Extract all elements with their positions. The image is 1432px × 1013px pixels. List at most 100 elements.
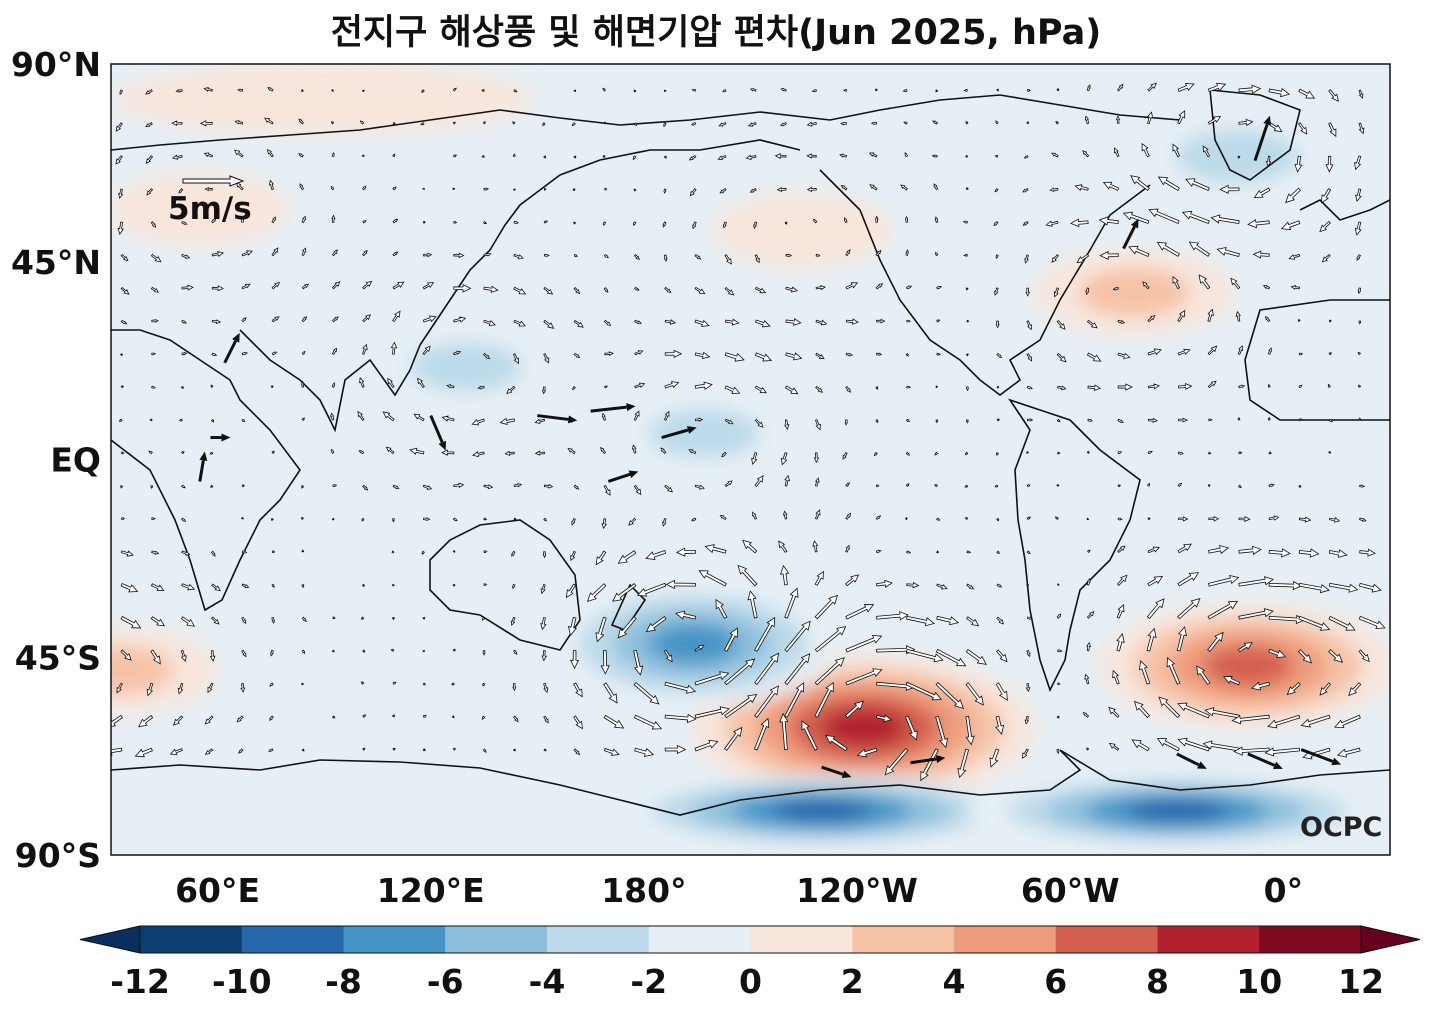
- wind-vector: [1238, 608, 1274, 620]
- wind-vector: [1026, 450, 1029, 454]
- wind-vector: [905, 451, 910, 456]
- wind-vector: [601, 518, 607, 530]
- coast-australia: [429, 519, 581, 651]
- wind-vector: [903, 121, 908, 125]
- wind-vector: [1148, 208, 1180, 225]
- wind-vector: [1147, 575, 1164, 587]
- reference-vector: 5m/s: [168, 175, 252, 227]
- wind-vector: [1026, 484, 1031, 488]
- colorbar-tick-label: 10: [1236, 962, 1282, 1001]
- wind-vector: [996, 418, 1001, 422]
- wind-vector: [1298, 548, 1320, 558]
- wind-vector: [1086, 450, 1090, 454]
- wind-vector: [1328, 450, 1332, 454]
- wind-vector: [211, 616, 220, 625]
- anomaly-contour: [714, 192, 893, 269]
- wind-vector: [1086, 549, 1091, 553]
- wind-vector: [301, 283, 309, 290]
- wind-vector: [301, 649, 306, 655]
- wind-vector-head: [232, 332, 240, 343]
- wind-vector: [1027, 418, 1034, 422]
- wind-vector: [873, 451, 878, 457]
- wind-vector: [175, 88, 183, 93]
- wind-vector: [718, 122, 727, 127]
- wind-vector: [171, 120, 183, 127]
- wind-vector: [422, 484, 433, 490]
- wind-vector: [1022, 188, 1029, 193]
- wind-vector: [111, 714, 124, 727]
- wind-vector: [1320, 188, 1332, 204]
- wind-vector: [264, 117, 274, 125]
- wind-vector: [169, 748, 183, 755]
- wind-vector: [1158, 696, 1181, 719]
- wind-vector: [390, 648, 395, 652]
- wind-vector: [698, 570, 727, 587]
- wind-vector: [690, 122, 697, 126]
- wind-vector: [120, 649, 132, 661]
- wind-vector: [1357, 287, 1362, 295]
- colorbar-swatch: [648, 926, 751, 953]
- wind-vector: [203, 87, 213, 92]
- wind-vector: [694, 417, 704, 422]
- wind-vector: [1157, 176, 1180, 191]
- wind-vector: [784, 419, 790, 431]
- wind-vector: [512, 353, 520, 365]
- wind-vector: [900, 184, 908, 191]
- wind-vector: [1147, 450, 1153, 455]
- wind-vector: [814, 419, 821, 431]
- wind-vector: [1117, 83, 1124, 92]
- slp-anomaly-field: [111, 64, 1390, 855]
- wind-vector: [845, 635, 883, 653]
- wind-vector: [754, 385, 767, 394]
- wind-vector: [482, 352, 491, 360]
- wind-vector: [1112, 669, 1120, 685]
- coast-south-america: [1008, 398, 1141, 693]
- wind-vector: [1045, 220, 1059, 227]
- wind-vector: [663, 188, 667, 194]
- wind-vector: [565, 583, 577, 599]
- wind-vector: [392, 518, 395, 523]
- wind-vector-head: [1130, 218, 1139, 229]
- wind-vector: [392, 218, 399, 224]
- wind-vector: [207, 682, 214, 694]
- wind-vector: [299, 183, 305, 191]
- wind-vector: [721, 89, 727, 93]
- wind-vector: [824, 734, 848, 752]
- wind-vector: [664, 381, 680, 389]
- colorbar-swatch: [445, 926, 548, 953]
- wind-vector: [1334, 714, 1361, 729]
- wind-vector: [1117, 545, 1126, 553]
- wind-vector: [996, 88, 1000, 92]
- wind-vector: [1099, 250, 1119, 260]
- wind-vector: [994, 188, 999, 193]
- wind-vector: [362, 280, 373, 290]
- wind-vector: [571, 122, 576, 127]
- wind-vector: [543, 353, 550, 364]
- wind-vector: [906, 550, 912, 554]
- wind-vector: [513, 649, 518, 655]
- wind-vector: [995, 682, 1008, 702]
- wind-vector: [573, 352, 581, 358]
- wind-vector: [360, 681, 365, 685]
- longitude-tick-labels: 60°E 120°E 180° 120°W 60°W 0°: [175, 871, 1303, 910]
- wind-vector: [452, 648, 456, 652]
- wind-vector: [660, 447, 667, 455]
- wind-vector: [301, 549, 305, 553]
- wind-vector: [1022, 220, 1029, 226]
- wind-vector: [721, 451, 727, 458]
- wind-vector: [385, 446, 395, 455]
- wind-vector: [540, 617, 547, 631]
- wind-vector: [774, 153, 787, 159]
- wind-vector-head: [1331, 757, 1342, 766]
- wind-vector: [567, 447, 576, 455]
- wind-vector-strong: [198, 460, 205, 482]
- wind-vector: [1237, 155, 1241, 159]
- wind-vector: [603, 682, 618, 704]
- wind-vector: [856, 747, 878, 758]
- wind-vector: [690, 517, 697, 522]
- wind-vector: [534, 418, 546, 424]
- wind-vector: [1358, 649, 1370, 663]
- wind-vector: [1130, 175, 1150, 191]
- wind-vector: [813, 452, 820, 464]
- map-title: 전지구 해상풍 및 해면기압 편차(Jun 2025, hPa): [330, 13, 1102, 53]
